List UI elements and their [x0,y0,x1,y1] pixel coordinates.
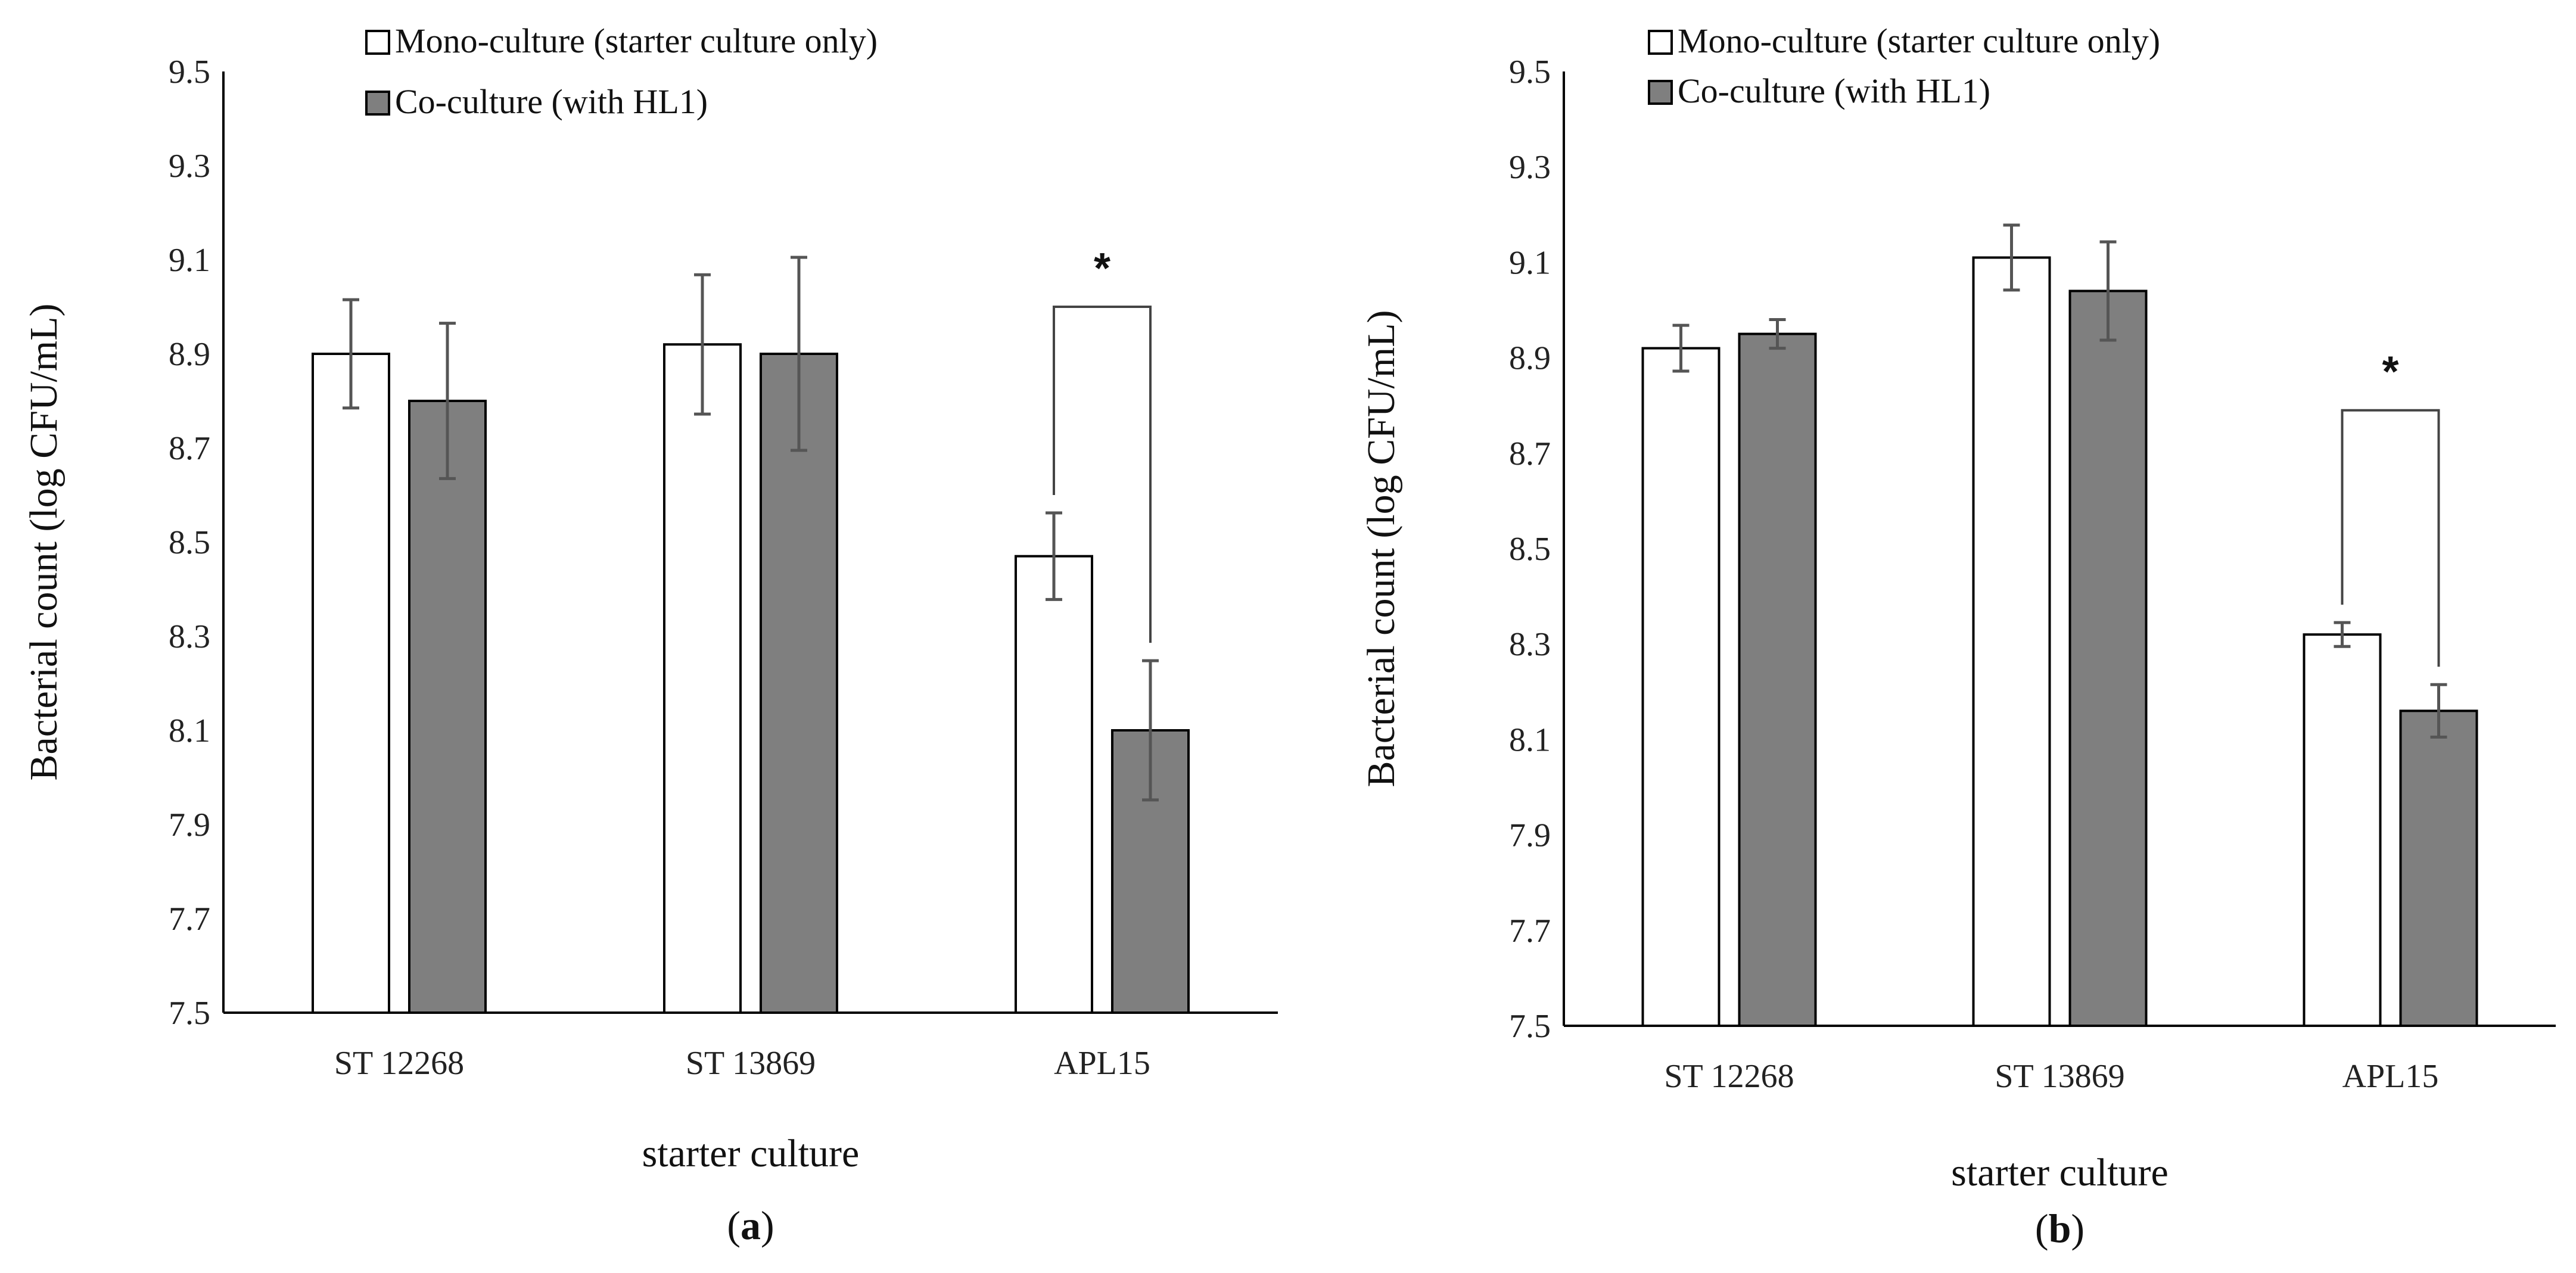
bar-co-0 [408,400,487,1014]
legend-label: Mono-culture (starter culture only) [395,21,878,60]
x-tick-label: ST 13869 [1995,1058,2124,1095]
bar-mono-1 [1972,256,2051,1027]
y-tick-label: 7.7 [169,901,210,938]
y-tick-label: 7.7 [1509,913,1551,950]
legend-swatch-mono [365,30,390,55]
bar-mono-0 [312,353,390,1014]
y-tick-label: 9.3 [169,148,210,185]
panel-label-close: ) [761,1203,774,1248]
y-axis-title: Bacterial count (log CFU/mL) [1359,310,1403,788]
legend-label: Mono-culture (starter culture only) [1678,21,2160,60]
y-tick-label: 9.1 [169,242,210,279]
bar-mono-2 [1015,555,1093,1014]
x-tick-label: APL15 [2342,1058,2439,1095]
y-tick-label: 9.5 [1509,54,1551,91]
panel-label-open: ( [727,1203,741,1248]
bar-mono-2 [2303,633,2382,1028]
x-tick-label: ST 13869 [686,1045,816,1082]
bar-co-1 [2068,290,2148,1028]
panel-label-b: (b) [2035,1206,2085,1251]
y-tick-label: 9.1 [1509,244,1551,281]
x-tick-label: ST 12268 [1664,1058,1794,1095]
x-tick-label: APL15 [1054,1045,1150,1082]
x-axis-title: starter culture [1951,1151,2169,1194]
significance-bracket [1053,306,1152,643]
x-tick-label: ST 12268 [334,1045,464,1082]
x-axis-title: starter culture [642,1132,860,1175]
y-tick-label: 8.9 [169,336,210,373]
panel-label-letter: a [741,1203,761,1248]
panel-label-open: ( [2035,1206,2049,1251]
y-tick-label: 8.3 [169,618,210,655]
significance-bracket [2341,409,2440,667]
chart-panel-b: 7.5 7.7 7.9 8.1 8.3 8.5 8.7 8.9 9.1 9.3 9.5 Bacteri… [1359,21,2556,1251]
y-tick-label: 7.5 [169,995,210,1032]
y-tick-label: 9.5 [169,54,210,91]
y-tick-label: 8.5 [169,524,210,561]
panel-label-close: ) [2071,1206,2085,1251]
y-tick-label: 7.9 [1509,817,1551,854]
bar-co-1 [760,353,838,1014]
y-tick-label: 8.9 [1509,340,1551,377]
significance-marker: * [1094,245,1110,292]
bar-co-0 [1738,332,1817,1027]
legend-swatch-co [1648,80,1673,105]
legend-swatch-mono [1648,30,1673,55]
chart-panel-a: 7.5 7.7 7.9 8.1 8.3 8.5 8.7 8.9 9.1 9.3 9.5 Bacteri… [22,21,1278,1248]
y-tick-label: 8.7 [169,430,210,467]
y-axis-title: Bacterial count (log CFU/mL) [22,304,66,781]
bar-mono-0 [1641,347,1721,1028]
y-tick-label: 7.5 [1509,1008,1551,1045]
legend-swatch-co [365,91,390,116]
y-tick-label: 7.9 [169,807,210,844]
y-tick-label: 8.1 [1509,721,1551,758]
y-tick-label: 8.5 [1509,531,1551,568]
panel-label-a: (a) [727,1203,774,1248]
panel-label-letter: b [2049,1206,2071,1251]
significance-marker: * [2382,348,2398,396]
bar-co-2 [2399,709,2478,1027]
legend-label: Co-culture (with HL1) [1678,71,1990,110]
legend-label: Co-culture (with HL1) [395,82,708,121]
y-tick-label: 8.1 [169,712,210,749]
bar-mono-1 [663,343,742,1014]
y-tick-label: 8.3 [1509,626,1551,663]
y-tick-label: 8.7 [1509,435,1551,472]
y-tick-label: 9.3 [1509,149,1551,186]
